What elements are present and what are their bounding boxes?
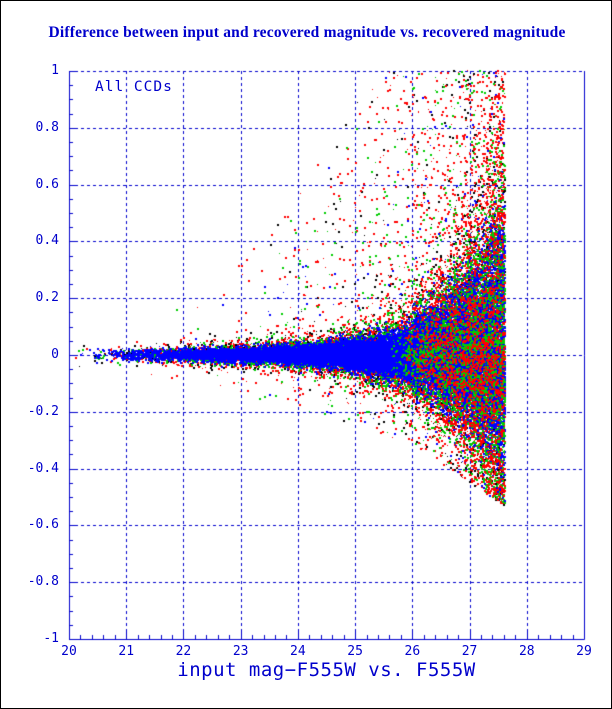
y-tick-label: 0.8 [35, 119, 59, 135]
y-tick-label: 0 [51, 347, 59, 362]
y-tick-label: -0.8 [27, 574, 59, 590]
y-tick-label: 0.4 [35, 233, 59, 249]
y-tick-label: -0.6 [27, 517, 59, 533]
x-tick-label: 25 [347, 644, 363, 659]
y-tick-label: 0.2 [35, 290, 59, 306]
y-tick-label: 0.6 [35, 176, 59, 192]
x-tick-label: 28 [518, 644, 535, 659]
y-tick-label: -0.2 [27, 403, 59, 419]
x-tick-label: 29 [576, 644, 592, 659]
x-tick-label: 24 [290, 644, 306, 659]
x-tick-label: 22 [175, 644, 192, 659]
x-tick-label: 26 [404, 644, 421, 659]
x-axis-title: input mag−F555W vs. F555W [177, 659, 476, 681]
y-tick-label: -0.4 [27, 460, 59, 476]
all-ccds-annotation: All CCDs [95, 79, 173, 95]
y-tick-label: 1 [51, 63, 59, 78]
x-tick-label: 20 [61, 644, 77, 659]
y-tick-label: -1 [43, 631, 59, 646]
x-tick-label: 27 [461, 644, 478, 659]
x-tick-label: 21 [118, 644, 135, 659]
x-tick-label: 23 [232, 644, 249, 659]
